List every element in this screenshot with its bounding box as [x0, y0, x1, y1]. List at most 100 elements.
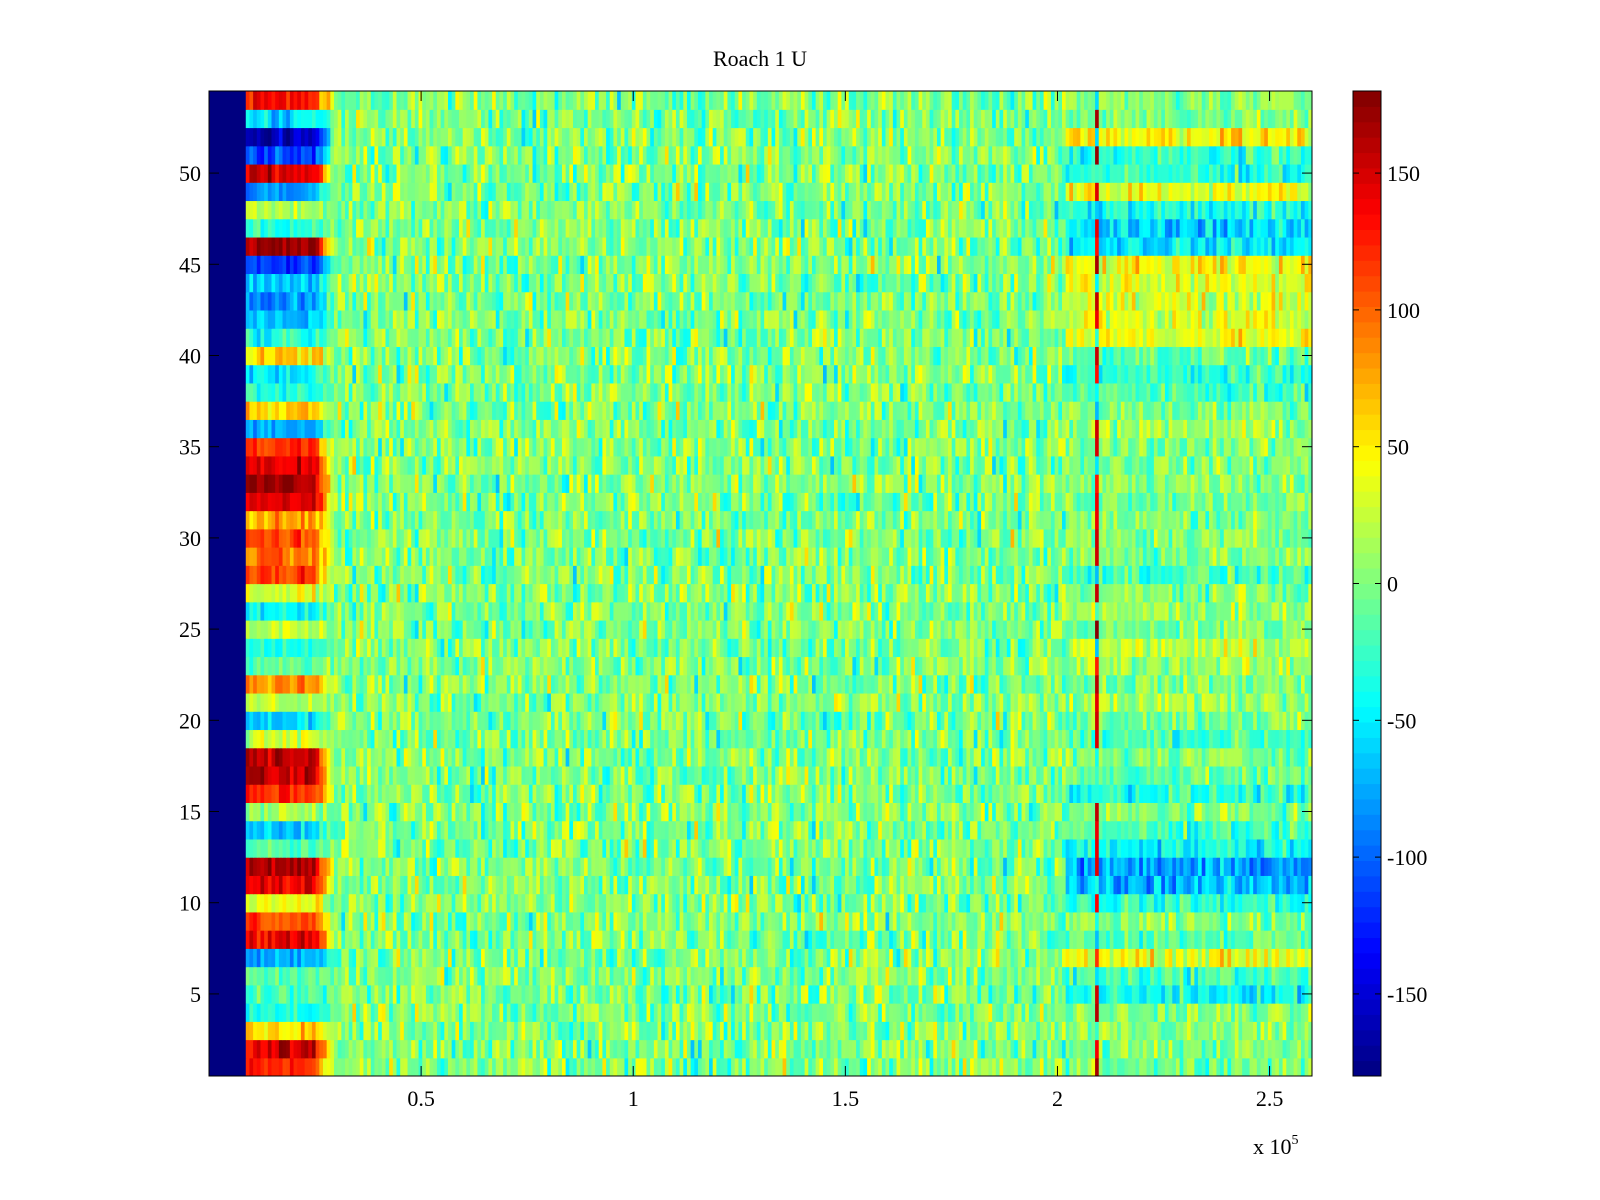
heatmap-cell — [1275, 984, 1280, 1004]
heatmap-cell — [359, 1003, 365, 1022]
heatmap-cell — [503, 1057, 508, 1076]
heatmap-cell — [584, 1003, 589, 1022]
heatmap-cell — [1238, 1003, 1243, 1022]
heatmap-cell — [326, 911, 331, 931]
heatmap-cell — [767, 930, 773, 949]
heatmap-cell — [1201, 984, 1206, 1004]
heatmap-cell — [992, 838, 997, 858]
heatmap-cell — [422, 784, 427, 803]
heatmap-cell — [1286, 893, 1291, 913]
heatmap-cell — [720, 948, 725, 968]
heatmap-cell — [653, 784, 659, 803]
heatmap-cell — [1102, 948, 1107, 968]
heatmap-cell — [767, 1003, 773, 1022]
heatmap-cell — [1054, 893, 1059, 913]
heatmap-cell — [959, 820, 964, 840]
heatmap-cell — [378, 765, 383, 785]
heatmap-cell — [396, 857, 401, 876]
heatmap-cell — [628, 765, 633, 785]
heatmap-cell — [1297, 930, 1302, 949]
heatmap-cell — [1161, 802, 1166, 822]
heatmap-cell — [951, 838, 956, 858]
heatmap-cell — [642, 1003, 648, 1022]
heatmap-cell — [1135, 948, 1140, 968]
heatmap-cell — [1139, 857, 1144, 876]
heatmap-cell — [756, 857, 762, 876]
heatmap-cell — [414, 893, 420, 913]
heatmap-cell — [731, 875, 736, 895]
heatmap-cell — [900, 1057, 905, 1076]
heatmap-cell — [1194, 875, 1199, 895]
heatmap-cell — [308, 1057, 313, 1076]
heatmap-cell — [334, 857, 339, 876]
heatmap-cell — [595, 838, 600, 858]
heatmap-cell — [341, 1021, 346, 1041]
heatmap-cell — [359, 838, 365, 858]
heatmap-cell — [716, 1021, 721, 1041]
heatmap-cell — [929, 838, 934, 858]
heatmap-cell — [565, 930, 570, 949]
heatmap-cell — [212, 765, 217, 785]
heatmap-cell — [337, 1003, 342, 1022]
heatmap-cell — [447, 802, 453, 822]
heatmap-cell — [521, 784, 526, 803]
heatmap-cell — [764, 875, 769, 895]
heatmap-cell — [944, 802, 949, 822]
heatmap-cell — [800, 948, 806, 968]
heatmap-cell — [576, 765, 581, 785]
heatmap-cell — [1275, 1003, 1280, 1022]
heatmap-cell — [617, 1039, 622, 1059]
heatmap-cell — [304, 966, 309, 986]
heatmap-cell — [275, 893, 280, 913]
heatmap-cell — [981, 820, 986, 840]
heatmap-cell — [863, 893, 868, 913]
heatmap-cell — [749, 838, 754, 858]
heatmap-cell — [896, 784, 901, 803]
heatmap-cell — [925, 1057, 931, 1076]
heatmap-cell — [896, 820, 901, 840]
heatmap-cell — [881, 966, 887, 986]
heatmap-cell — [624, 820, 629, 840]
heatmap-cell — [863, 820, 868, 840]
heatmap-cell — [595, 948, 600, 968]
heatmap-cell — [793, 930, 798, 949]
heatmap-cell — [1150, 875, 1155, 895]
heatmap-cell — [867, 1057, 872, 1076]
heatmap-cell — [216, 820, 221, 840]
heatmap-cell — [370, 893, 376, 913]
heatmap-cell — [1175, 875, 1181, 895]
heatmap-cell — [918, 784, 923, 803]
heatmap-cell — [1073, 948, 1078, 968]
heatmap-cell — [220, 930, 225, 949]
heatmap-cell — [1073, 857, 1078, 876]
heatmap-cell — [308, 966, 313, 986]
heatmap-cell — [543, 875, 548, 895]
heatmap-cell — [800, 930, 806, 949]
heatmap-cell — [528, 893, 534, 913]
heatmap-cell — [1017, 820, 1023, 840]
heatmap-cell — [981, 857, 986, 876]
heatmap-cell — [267, 1021, 273, 1041]
heatmap-cell — [760, 1021, 765, 1041]
heatmap-cell — [293, 893, 298, 913]
heatmap-cell — [503, 1003, 508, 1022]
heatmap-cell — [650, 875, 655, 895]
heatmap-cell — [694, 1021, 699, 1041]
heatmap-cell — [554, 857, 559, 876]
heatmap-cell — [455, 838, 460, 858]
heatmap-cell — [823, 875, 828, 895]
heatmap-cell — [863, 930, 868, 949]
heatmap-cell — [756, 802, 762, 822]
heatmap-cell — [532, 784, 537, 803]
heatmap-cell — [440, 875, 445, 895]
heatmap-cell — [1073, 802, 1078, 822]
heatmap-cell — [1282, 948, 1287, 968]
heatmap-cell — [742, 875, 747, 895]
heatmap-cell — [933, 1057, 938, 1076]
heatmap-cell — [823, 1057, 828, 1076]
heatmap-cell — [1289, 802, 1295, 822]
heatmap-cell — [628, 802, 633, 822]
heatmap-cell — [1039, 857, 1045, 876]
heatmap-cell — [834, 820, 839, 840]
heatmap-cell — [403, 802, 409, 822]
